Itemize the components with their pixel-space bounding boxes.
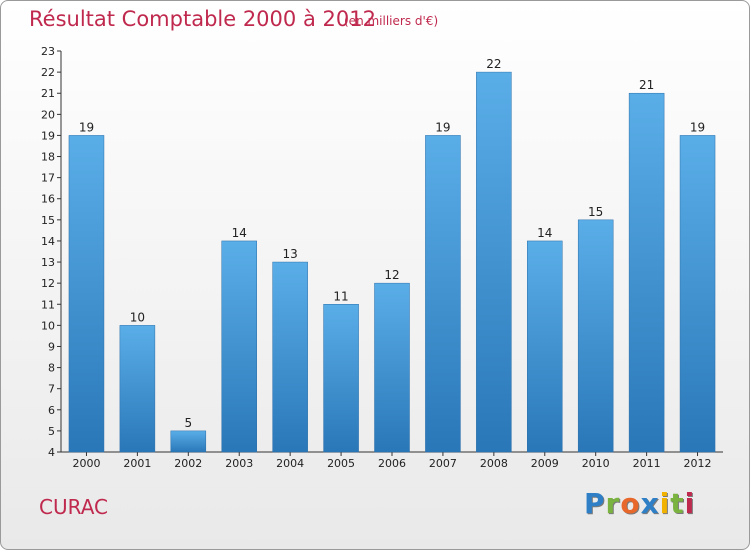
data-label: 14 [537, 226, 552, 240]
data-label: 14 [232, 226, 247, 240]
proxiti-logo[interactable]: Proxiti [584, 487, 695, 520]
bars-group: 19 10 5 14 13 11 12 19 22 14 15 21 19 [68, 57, 716, 453]
data-label: 13 [283, 247, 298, 261]
x-tick-label: 2001 [123, 457, 151, 470]
y-tick-label: 16 [41, 193, 55, 206]
y-tick-label: 19 [41, 129, 55, 142]
chart-subtitle: (en milliers d'€) [344, 14, 439, 28]
bar [476, 71, 512, 453]
data-label: 15 [588, 205, 603, 219]
bar [679, 135, 716, 453]
y-tick-label: 23 [41, 45, 55, 58]
x-tick-label: 2004 [276, 457, 304, 470]
x-tick-label: 2000 [72, 457, 100, 470]
logo-letter: o [620, 487, 641, 520]
y-axis: 4 5 6 7 8 9 10 11 12 13 14 15 16 17 18 19 20 21 22 23 2000 20… [41, 45, 723, 470]
y-tick-label: 13 [41, 256, 55, 269]
y-tick-label: 10 [41, 319, 55, 332]
y-tick-label: 5 [48, 425, 55, 438]
bar [170, 430, 207, 453]
data-label: 19 [79, 120, 94, 134]
bar [272, 261, 308, 453]
y-tick-label: 6 [48, 404, 55, 417]
y-tick-label: 8 [48, 362, 55, 375]
chart-title: Résultat Comptable 2000 à 2012 [29, 7, 376, 31]
logo-letter: r [605, 487, 621, 520]
y-tick-label: 20 [41, 108, 55, 121]
x-tick-label: 2003 [225, 457, 253, 470]
logo-letter: P [584, 487, 606, 520]
bar [68, 135, 105, 453]
x-tick-label: 2007 [429, 457, 457, 470]
y-tick-label: 22 [41, 66, 55, 79]
y-tick-label: 15 [41, 214, 55, 227]
x-tick-label: 2010 [582, 457, 610, 470]
x-tick-label: 2009 [531, 457, 559, 470]
bar [425, 135, 461, 453]
logo-letter: x [640, 487, 660, 520]
data-label: 12 [384, 268, 399, 282]
data-label: 5 [184, 416, 192, 430]
y-tick-label: 12 [41, 277, 55, 290]
bar [527, 240, 563, 453]
data-label: 22 [486, 57, 501, 71]
logo-letter: t [670, 487, 685, 520]
data-label: 11 [333, 289, 348, 303]
data-label: 10 [130, 310, 145, 324]
y-tick-label: 9 [48, 340, 55, 353]
y-tick-label: 21 [41, 87, 55, 100]
bar [323, 304, 359, 453]
bar [577, 219, 614, 453]
x-tick-label: 2002 [174, 457, 202, 470]
y-tick-label: 17 [41, 172, 55, 185]
bar [374, 282, 410, 453]
bar [221, 240, 257, 453]
data-label: 21 [639, 78, 654, 92]
logo-letter: i [684, 487, 696, 520]
y-tick-label: 7 [48, 383, 55, 396]
x-tick-label: 2008 [480, 457, 508, 470]
y-tick-label: 18 [41, 151, 55, 164]
y-tick-label: 4 [48, 446, 55, 459]
data-label: 19 [435, 120, 450, 134]
x-tick-label: 2005 [327, 457, 355, 470]
logo-letter: i [659, 487, 671, 520]
x-tick-label: 2006 [378, 457, 406, 470]
x-tick-label: 2012 [684, 457, 712, 470]
data-label: 19 [690, 120, 705, 134]
bar [628, 92, 665, 453]
x-tick-label: 2011 [633, 457, 661, 470]
bar [119, 325, 156, 453]
y-tick-label: 14 [41, 235, 55, 248]
y-tick-label: 11 [41, 298, 55, 311]
commune-name: CURAC [39, 495, 108, 519]
